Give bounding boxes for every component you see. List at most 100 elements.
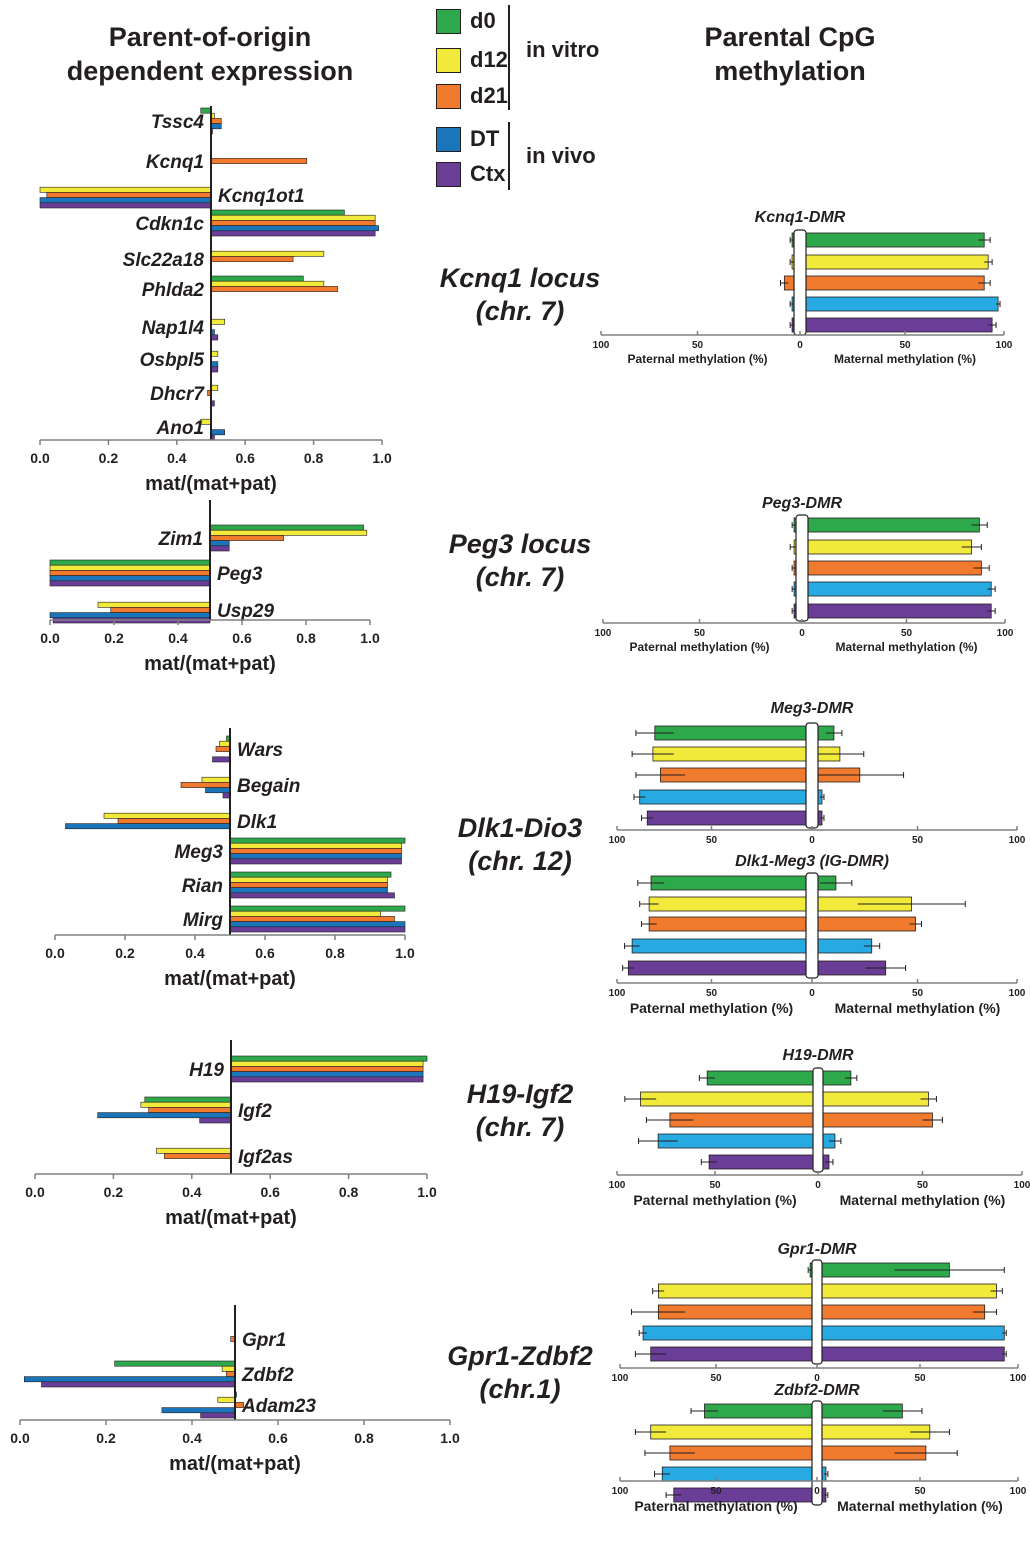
x-tick-label-meg3-dmr-2: 0 — [809, 835, 815, 846]
bar-peg3-dmr-maternal-ctx — [807, 603, 992, 619]
x-axis-label-kcnq1-locus: mat/(mat+pat) — [145, 473, 277, 495]
x-tick-label-gpr1-dmr-3: 50 — [914, 1373, 926, 1384]
gene-label-nap1l4: Nap1l4 — [142, 318, 205, 339]
x-tick-label-dlk1-meg3-ig-dmr-1: 50 — [706, 988, 718, 999]
bar-peg3-locus-peg3-d12 — [49, 564, 211, 571]
legend-swatch-d21 — [436, 83, 461, 109]
right-header-line-2: methylation — [714, 56, 866, 86]
bar-kcnq1-locus-nap1l4-ctx — [210, 334, 219, 341]
gene-label-adam23: Adam23 — [241, 1396, 316, 1417]
x-tick-label-peg3-locus-4: 0.8 — [296, 630, 316, 646]
locus-chr: (chr. 12) — [468, 846, 572, 876]
bar-meg3-dmr-paternal-d0 — [654, 725, 807, 741]
bar-meg3-dmr-paternal-d12 — [652, 746, 807, 762]
bar-dlk1-dio3-rian-d12 — [229, 876, 388, 883]
bar-kcnq1-locus-cdkn1c-dt — [210, 225, 379, 232]
bar-dlk1-dio3-begain-d21 — [180, 782, 231, 788]
in-vivo-label: in vivo — [526, 143, 596, 168]
bar-peg3-locus-peg3-ctx — [49, 580, 211, 587]
locus-label-dlk1-dio3: Dlk1-Dio3 (chr. 12) — [400, 812, 640, 878]
bar-kcnq1-dmr-maternal-d12 — [805, 254, 989, 270]
x-tick-label-peg3-dmr-0: 100 — [595, 628, 612, 639]
bar-peg3-dmr-maternal-d0 — [807, 517, 980, 533]
x-tick-label-peg3-locus-5: 1.0 — [360, 630, 380, 646]
legend-item-d0: d0 — [436, 8, 496, 34]
x-tick-label-h19-dmr-2: 0 — [815, 1180, 821, 1191]
x-axis-label-paternal-dlk1-meg3-ig-dmr: Paternal methylation (%) — [630, 1000, 793, 1016]
locus-name: Peg3 locus — [448, 529, 592, 559]
gene-label-zim1: Zim1 — [158, 529, 203, 550]
bar-h19-igf2-igf2as-d12 — [156, 1147, 232, 1154]
bar-h19-igf2-igf2-ctx — [199, 1117, 232, 1124]
x-tick-label-h19-dmr-1: 50 — [709, 1180, 721, 1191]
x-tick-label-h19-dmr-4: 100 — [1014, 1180, 1030, 1191]
center-pane-zdbf2-dmr — [811, 1400, 823, 1506]
gene-label-meg3: Meg3 — [174, 842, 223, 863]
x-tick-label-h19-igf2-3: 0.6 — [260, 1184, 280, 1200]
x-tick-label-gpr1-dmr-2: 0 — [814, 1373, 820, 1384]
bar-dlk1-dio3-mirg-d0 — [229, 905, 406, 912]
locus-name: Kcnq1 locus — [439, 263, 601, 293]
locus-chr: (chr.1) — [479, 1374, 561, 1404]
bar-gpr1-zdbf2-adam23-ctx — [200, 1412, 236, 1419]
bar-dlk1-dio3-wars-ctx — [212, 756, 231, 763]
bar-peg3-dmr-maternal-d12 — [807, 539, 972, 555]
bar-zdbf2-dmr-paternal-d12 — [650, 1424, 813, 1440]
x-tick-label-kcnq1-locus-2: 0.4 — [167, 450, 187, 466]
bar-dlk1-dio3-meg3-ctx — [229, 858, 402, 865]
bar-kcnq1-locus-kcnq1ot1-dt — [39, 197, 212, 204]
bar-gpr1-dmr-paternal-ctx — [650, 1346, 813, 1362]
center-pane-meg3-dmr — [805, 722, 819, 829]
x-tick-label-gpr1-zdbf2-4: 0.8 — [354, 1430, 374, 1446]
gene-label-kcnq1: Kcnq1 — [146, 152, 204, 173]
x-tick-label-h19-dmr-0: 100 — [609, 1180, 626, 1191]
bar-dlk1-dio3-meg3-d21 — [229, 848, 402, 854]
bar-dlk1-meg3-ig-dmr-paternal-dt — [631, 938, 807, 954]
locus-name: Dlk1-Dio3 — [457, 813, 583, 843]
legend-swatch-ctx — [436, 161, 461, 187]
bar-gpr1-dmr-maternal-d21 — [821, 1304, 986, 1320]
bar-gpr1-dmr-maternal-ctx — [821, 1346, 1005, 1362]
bar-meg3-dmr-paternal-ctx — [646, 810, 807, 826]
gene-label-osbpl5: Osbpl5 — [140, 350, 205, 371]
left-header: Parent-of-origin dependent expression — [40, 20, 380, 88]
bar-peg3-locus-usp29-d12 — [97, 601, 211, 608]
bar-dlk1-meg3-ig-dmr-paternal-d0 — [650, 875, 807, 891]
bar-dlk1-dio3-rian-ctx — [229, 892, 395, 899]
x-tick-label-peg3-dmr-3: 50 — [901, 628, 913, 639]
x-axis-label-paternal-peg3-dmr: Paternal methylation (%) — [629, 640, 769, 654]
bar-peg3-dmr-maternal-dt — [807, 581, 992, 597]
x-tick-label-dlk1-meg3-ig-dmr-2: 0 — [809, 988, 815, 999]
bar-peg3-locus-peg3-dt — [49, 575, 211, 582]
bar-dlk1-dio3-mirg-ctx — [229, 926, 406, 933]
bar-kcnq1-dmr-maternal-d21 — [805, 275, 985, 291]
legend-item-d12: d12 — [436, 47, 508, 73]
x-tick-label-meg3-dmr-4: 100 — [1009, 835, 1026, 846]
gene-label-igf2: Igf2 — [238, 1101, 272, 1122]
bar-gpr1-dmr-maternal-dt — [821, 1325, 1005, 1341]
x-tick-label-dlk1-dio3-0: 0.0 — [45, 945, 65, 961]
bar-kcnq1-locus-dhcr7-d12 — [210, 384, 219, 391]
center-pane-peg3-dmr — [795, 514, 809, 622]
x-tick-label-gpr1-dmr-1: 50 — [710, 1373, 722, 1384]
x-tick-label-peg3-locus-1: 0.2 — [104, 630, 124, 646]
x-tick-label-h19-dmr-3: 50 — [917, 1180, 929, 1191]
in-vitro-bracket — [508, 5, 510, 110]
x-tick-label-gpr1-zdbf2-1: 0.2 — [96, 1430, 116, 1446]
bar-dlk1-dio3-mirg-dt — [229, 921, 406, 928]
x-tick-label-peg3-locus-3: 0.6 — [232, 630, 252, 646]
x-tick-label-h19-igf2-4: 0.8 — [339, 1184, 359, 1200]
bar-dlk1-dio3-meg3-d0 — [229, 837, 406, 844]
bar-gpr1-zdbf2-zdbf2-ctx — [41, 1381, 236, 1388]
x-tick-label-h19-igf2-2: 0.4 — [182, 1184, 202, 1200]
bar-peg3-locus-usp29-d21 — [110, 607, 211, 613]
bar-h19-igf2-h19-d21 — [230, 1066, 424, 1072]
bar-dlk1-dio3-rian-d21 — [229, 882, 388, 888]
bar-kcnq1-locus-osbpl5-ctx — [210, 366, 219, 373]
gene-label-zdbf2: Zdbf2 — [241, 1365, 294, 1386]
bar-kcnq1-locus-nap1l4-d12 — [210, 318, 225, 325]
bar-h19-dmr-paternal-ctx — [708, 1154, 814, 1170]
bar-kcnq1-locus-tssc4-dt — [210, 123, 222, 130]
bar-h19-igf2-h19-ctx — [230, 1076, 424, 1083]
